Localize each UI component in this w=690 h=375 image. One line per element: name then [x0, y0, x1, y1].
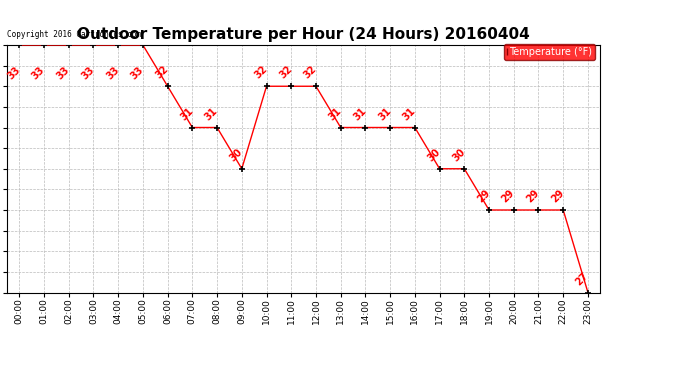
Text: 33: 33 — [55, 64, 72, 81]
Text: 33: 33 — [104, 64, 121, 81]
Text: Copyright 2016 Cartronics.com: Copyright 2016 Cartronics.com — [7, 30, 141, 39]
Text: 29: 29 — [500, 188, 517, 204]
Text: 30: 30 — [426, 147, 442, 163]
Text: 31: 31 — [179, 105, 195, 122]
Text: 29: 29 — [524, 188, 541, 204]
Text: 30: 30 — [228, 147, 244, 163]
Text: 31: 31 — [351, 105, 368, 122]
Text: 33: 33 — [79, 64, 96, 81]
Title: Outdoor Temperature per Hour (24 Hours) 20160404: Outdoor Temperature per Hour (24 Hours) … — [77, 27, 530, 42]
Text: 32: 32 — [253, 64, 269, 81]
Text: 31: 31 — [376, 105, 393, 122]
Legend: Temperature (°F): Temperature (°F) — [504, 44, 595, 60]
Text: 32: 32 — [154, 64, 170, 81]
Text: 33: 33 — [129, 64, 146, 81]
Text: 32: 32 — [302, 64, 319, 81]
Text: 30: 30 — [451, 147, 467, 163]
Text: 32: 32 — [277, 64, 294, 81]
Text: 27: 27 — [574, 270, 591, 287]
Text: 31: 31 — [327, 105, 344, 122]
Text: 33: 33 — [6, 64, 22, 81]
Text: 29: 29 — [475, 188, 492, 204]
Text: 33: 33 — [30, 64, 47, 81]
Text: 31: 31 — [401, 105, 417, 122]
Text: 31: 31 — [203, 105, 220, 122]
Text: 29: 29 — [549, 188, 566, 204]
